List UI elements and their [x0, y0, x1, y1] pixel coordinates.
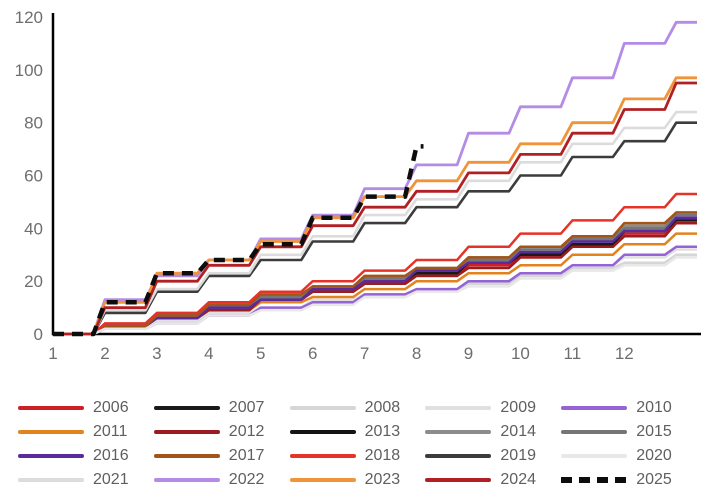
legend-item-2011: 2011 [18, 422, 150, 441]
legend-label-2010: 2010 [636, 399, 672, 416]
legend-item-2022: 2022 [153, 470, 286, 489]
legend-item-2016: 2016 [18, 446, 150, 465]
legend-label-2023: 2023 [364, 471, 401, 488]
legend-label-2012: 2012 [228, 423, 265, 440]
legend-item-2007: 2007 [153, 398, 286, 417]
legend-swatch-2024 [425, 477, 492, 482]
legend-swatch-2017 [153, 453, 220, 458]
x-axis-tick-label: 7 [360, 344, 369, 363]
legend-label-2022: 2022 [228, 471, 265, 488]
legend-label-2009: 2009 [500, 399, 536, 416]
legend-swatch-2007 [153, 405, 220, 410]
legend-swatch-2013 [289, 429, 356, 434]
legend-swatch-2015 [561, 429, 628, 434]
legend-item-2024: 2024 [425, 470, 557, 489]
y-axis-tick-label: 20 [24, 272, 43, 291]
series-line-2021 [53, 110, 697, 336]
y-axis-tick-label: 80 [24, 114, 43, 133]
legend-label-2020: 2020 [636, 447, 672, 464]
legend-label-2024: 2024 [500, 471, 536, 488]
legend-item-2019: 2019 [425, 446, 557, 465]
legend-label-2006: 2006 [93, 399, 129, 416]
legend-item-2017: 2017 [153, 446, 286, 465]
legend-swatch-2023 [289, 477, 356, 482]
legend-label-2019: 2019 [500, 447, 536, 464]
x-axis-tick-label: 2 [100, 344, 109, 363]
legend-label-2014: 2014 [500, 423, 536, 440]
legend-item-2020: 2020 [561, 446, 693, 465]
legend-swatch-2021 [18, 477, 84, 482]
y-axis-tick-label: 60 [24, 167, 43, 186]
legend-item-2021: 2021 [18, 470, 150, 489]
legend-item-2023: 2023 [289, 470, 422, 489]
chart-legend: 2006 2007 2008 2009 2010 2011 2012 2013 2014 2015… [0, 392, 703, 489]
legend-item-2012: 2012 [153, 422, 286, 441]
legend-label-2021: 2021 [93, 471, 129, 488]
legend-item-2014: 2014 [425, 422, 557, 441]
series-line-2020 [53, 256, 697, 336]
legend-swatch-2008 [289, 405, 356, 410]
x-axis-tick-label: 3 [152, 344, 161, 363]
legend-swatch-2006 [18, 405, 84, 410]
legend-swatch-2020 [561, 453, 628, 458]
x-axis-tick-label: 8 [412, 344, 421, 363]
legend-item-2008: 2008 [289, 398, 422, 417]
series-line-2016 [53, 216, 697, 336]
legend-item-2013: 2013 [289, 422, 422, 441]
x-axis-tick-label: 5 [256, 344, 265, 363]
x-axis-tick-label: 11 [564, 344, 582, 363]
legend-label-2015: 2015 [636, 423, 672, 440]
legend-swatch-2009 [425, 405, 492, 410]
legend-label-2018: 2018 [364, 447, 401, 464]
legend-label-2011: 2011 [93, 423, 128, 440]
legend-item-2010: 2010 [561, 398, 693, 417]
x-axis-tick-label: 9 [464, 344, 473, 363]
legend-swatch-2016 [18, 453, 84, 458]
legend-swatch-2014 [425, 429, 492, 434]
legend-swatch-2012 [153, 429, 220, 434]
legend-item-2015: 2015 [561, 422, 693, 441]
series-line-2019 [53, 121, 697, 336]
legend-item-2018: 2018 [289, 446, 422, 465]
legend-label-2008: 2008 [364, 399, 401, 416]
series-line-2018 [53, 192, 697, 336]
y-axis-tick-label: 120 [15, 8, 43, 27]
legend-swatch-2025 [561, 476, 628, 483]
x-axis-tick-label: 6 [308, 344, 317, 363]
legend-item-2009: 2009 [425, 398, 557, 417]
legend-label-2017: 2017 [228, 447, 265, 464]
legend-swatch-2019 [425, 453, 492, 458]
series-line-2022 [53, 20, 697, 336]
y-axis-tick-label: 40 [24, 219, 43, 238]
legend-swatch-2018 [289, 453, 356, 458]
x-axis-tick-label: 12 [615, 344, 634, 363]
x-axis-tick-label: 10 [511, 344, 530, 363]
y-axis-tick-label: 100 [15, 61, 43, 80]
x-axis-tick-label: 1 [48, 344, 57, 363]
series-line-2015 [53, 213, 697, 336]
series-line-2014 [53, 211, 697, 336]
y-axis-tick-label: 0 [34, 325, 43, 344]
series-line-2024 [53, 81, 697, 336]
legend-swatch-2011 [18, 429, 84, 434]
legend-label-2016: 2016 [93, 447, 129, 464]
legend-item-2025: 2025 [561, 470, 693, 489]
x-axis-tick-label: 4 [204, 344, 213, 363]
cumulative-line-chart: 0 20 40 60 80 100 120 1 2 3 4 5 6 7 8 9 10 11 12 [15, 8, 701, 363]
legend-label-2007: 2007 [228, 399, 265, 416]
legend-label-2025: 2025 [636, 471, 672, 488]
legend-swatch-2010 [561, 405, 628, 410]
series-line-2017 [53, 211, 697, 336]
series-line-2025 [53, 144, 424, 337]
legend-item-2006: 2006 [18, 398, 150, 417]
legend-label-2013: 2013 [364, 423, 401, 440]
legend-swatch-2022 [153, 477, 220, 482]
